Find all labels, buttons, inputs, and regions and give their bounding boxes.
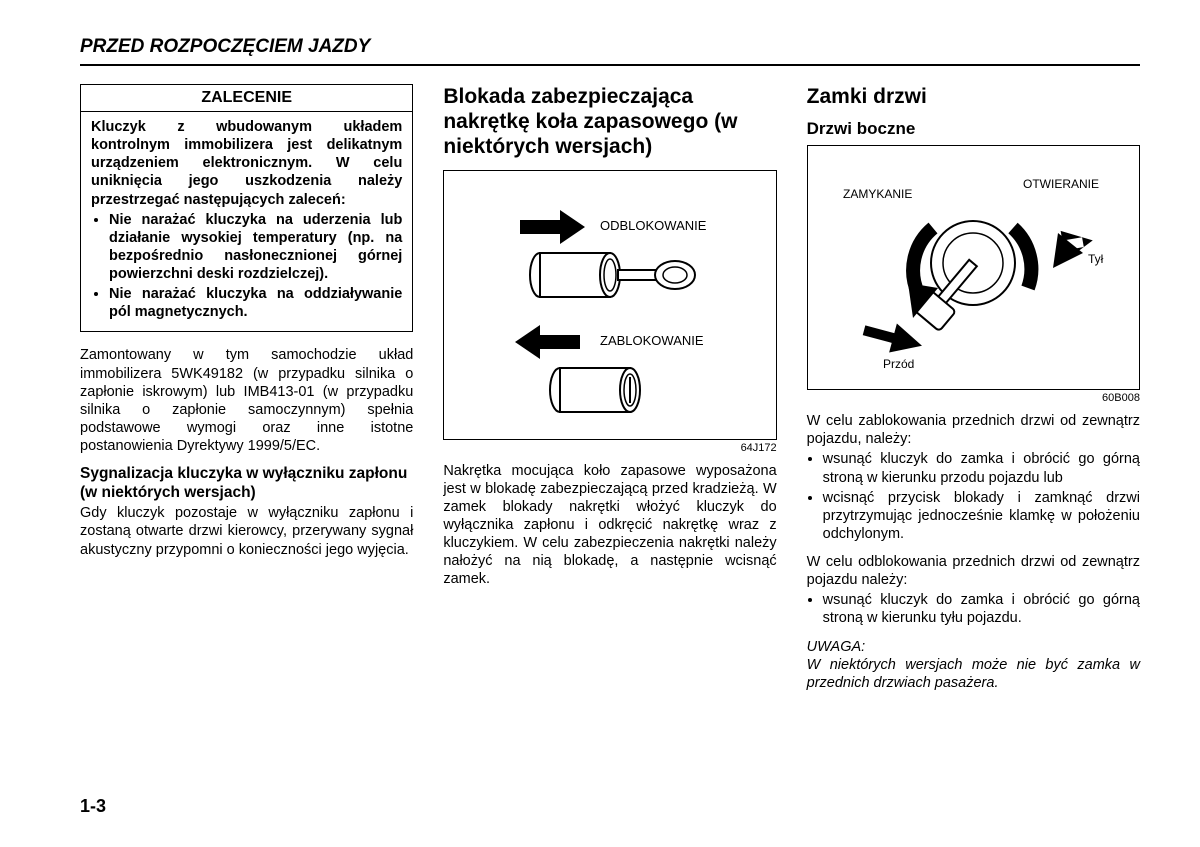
unlock-text: OTWIERANIE [1023,177,1099,191]
content-columns: ZALECENIE Kluczyk z wbudowanym układem k… [80,84,1140,702]
recommendation-bullet-1: Nie narażać kluczyka na uderzenia lub dz… [109,211,402,284]
recommendation-bullet-2: Nie narażać kluczyka na oddziaływanie pó… [109,285,402,321]
page-header: PRZED ROZPOCZĘCIEM JAZDY [80,36,1140,66]
unlock-label: ODBLOKOWANIE [600,218,707,233]
column-1: ZALECENIE Kluczyk z wbudowanym układem k… [80,84,413,702]
front-label: Przód [883,357,914,371]
key-signal-paragraph: Gdy kluczyk pozostaje w wyłączniku zapło… [80,504,413,558]
unlock-bullet-1: wsunąć kluczyk do zamka i obrócić go gór… [823,591,1140,627]
recommendation-box: ZALECENIE Kluczyk z wbudowanym układem k… [80,84,413,332]
lock-text: ZAMYKANIE [843,187,912,201]
column-2: Blokada zabezpieczająca nakrętkę koła za… [443,84,776,702]
recommendation-intro: Kluczyk z wbudowanym układem kontrolnym … [91,119,402,208]
page-number: 1-3 [80,796,106,817]
lock-bullet-1: wsunąć kluczyk do zamka i obrócić go gór… [823,450,1140,486]
key-signal-subhead: Sygnalizacja kluczyka w wyłączniku zapło… [80,465,413,502]
lock-cylinder-icon: ODBLOKOWANIE ZABLOKOWANIE [460,180,760,430]
lock-label: ZABLOKOWANIE [600,333,704,348]
door-locks-heading: Zamki drzwi [807,84,1140,109]
spare-wheel-heading: Blokada zabezpieczająca nakrętkę koła za… [443,84,776,160]
lock-bullet-2: wcisnąć przycisk blokady i zamknąć drzwi… [823,489,1140,543]
recommendation-title: ZALECENIE [81,85,412,112]
lock-bullets: wsunąć kluczyk do zamka i obrócić go gór… [807,450,1140,543]
spare-wheel-paragraph: Nakrętka mocująca koło zapasowe wyposażo… [443,462,776,589]
unlock-intro-paragraph: W celu odblokowania przednich drzwi od z… [807,553,1140,589]
immobilizer-paragraph: Zamontowany w tym samochodzie układ immo… [80,346,413,455]
column-3: Zamki drzwi Drzwi boczne ZAMYKANIE OTWIE… [807,84,1140,702]
door-key-icon: ZAMYKANIE OTWIERANIE Przód [813,153,1133,383]
lock-intro-paragraph: W celu zablokowania przednich drzwi od z… [807,412,1140,448]
back-label: Tył [1088,252,1104,266]
figure-ref-1: 64J172 [443,442,776,454]
figure-ref-2: 60B008 [807,392,1140,404]
note-text: W niektórych wersjach może nie być zamka… [807,656,1140,692]
spare-wheel-figure: ODBLOKOWANIE ZABLOKOWANIE [443,170,776,440]
recommendation-body: Kluczyk z wbudowanym układem kontrolnym … [91,118,402,321]
note-label: UWAGA: [807,638,1140,656]
side-doors-subheading: Drzwi boczne [807,119,1140,139]
unlock-bullets: wsunąć kluczyk do zamka i obrócić go gór… [807,591,1140,627]
door-lock-figure: ZAMYKANIE OTWIERANIE Przód [807,145,1140,390]
